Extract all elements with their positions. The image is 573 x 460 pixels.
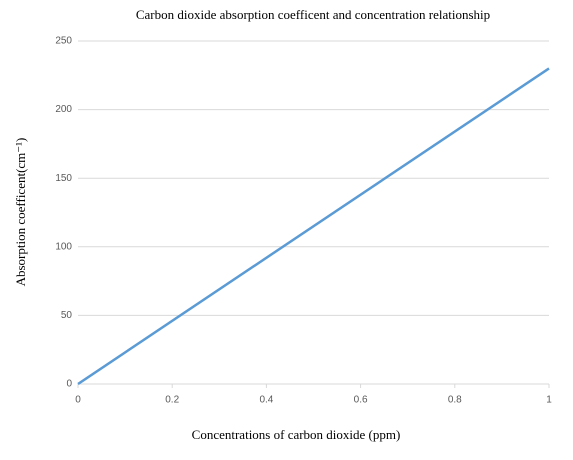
chart-title: Carbon dioxide absorption coefficent and…: [136, 7, 490, 22]
y-tick-label: 250: [55, 36, 72, 47]
x-tick-label: 0.8: [448, 395, 462, 406]
y-tick-label: 150: [55, 173, 72, 184]
x-tick-label: 0.6: [354, 395, 368, 406]
data-line: [77, 67, 550, 386]
x-tick-label: 0.4: [259, 395, 273, 406]
x-tick-label: 1: [546, 395, 552, 406]
y-tick-label: 100: [55, 241, 72, 252]
x-tick-label: 0.2: [165, 395, 179, 406]
y-tick-label: 0: [66, 379, 72, 390]
y-tick-label: 50: [61, 310, 73, 321]
x-tick-label: 0: [75, 395, 81, 406]
y-axis-label: Absorption coefficent(cm⁻¹): [13, 138, 28, 287]
y-tick-label: 200: [55, 104, 72, 115]
x-axis-label: Concentrations of carbon dioxide (ppm): [192, 427, 401, 442]
